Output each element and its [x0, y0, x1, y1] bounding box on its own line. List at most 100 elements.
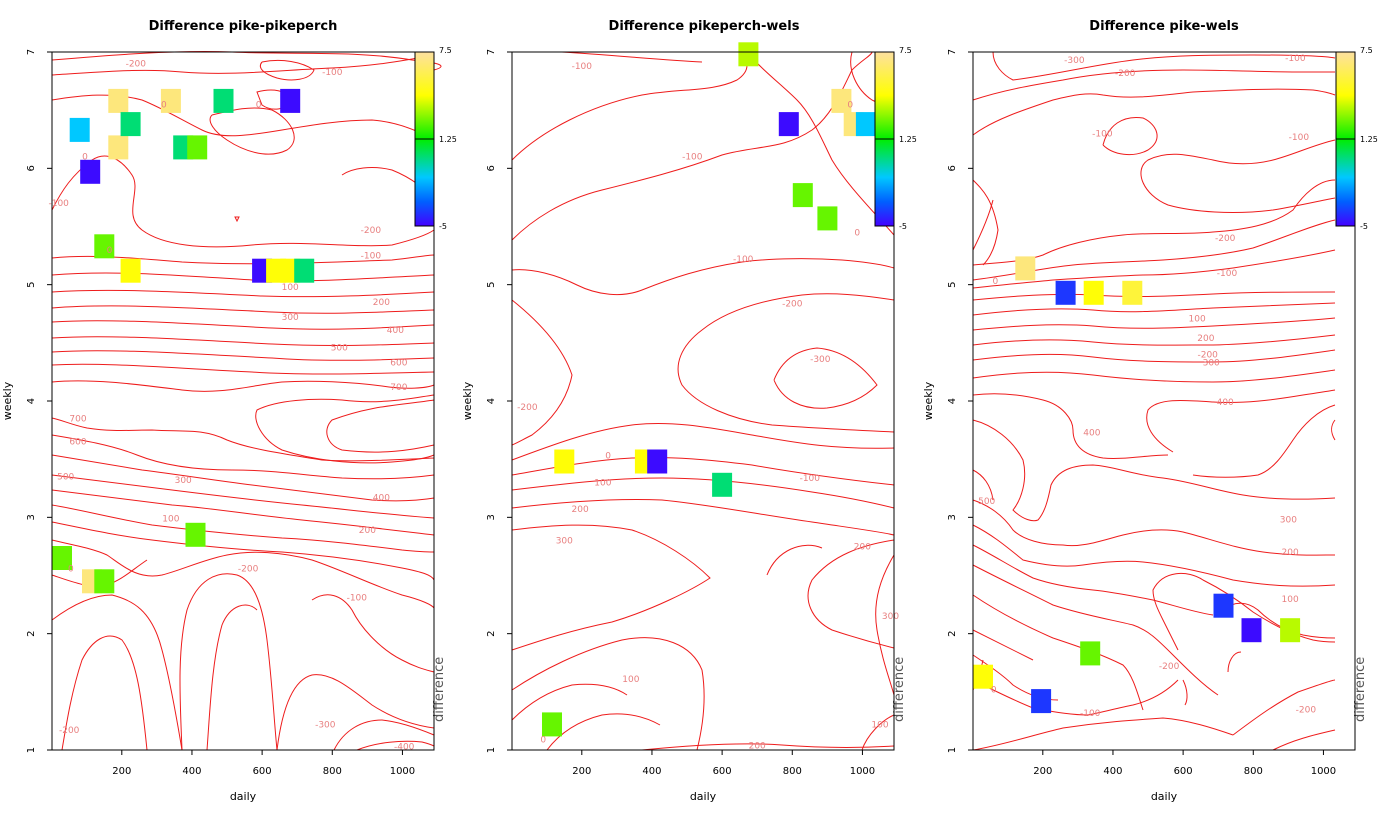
contour-label-9: -100: [800, 474, 821, 484]
contour-label-5: -200: [1197, 351, 1218, 361]
x-tick-label-3: 800: [783, 766, 802, 777]
contour-label-12: 300: [556, 537, 573, 547]
contour-label-25: -100: [347, 594, 368, 604]
contour-lines: [511, 51, 895, 751]
contour-label-2: -100: [682, 153, 703, 163]
contour-label-5: -100: [48, 199, 69, 209]
contour-label-1: 0: [847, 100, 853, 110]
contour-label-13: 400: [1083, 428, 1100, 438]
x-tick-label-0: 200: [1033, 766, 1052, 777]
heatmap-cell-11: [120, 258, 141, 283]
contour-label-26: -200: [59, 726, 80, 736]
contour-labels: -100 0 -100 0 -100 -200 -300 -200 0 -100 100 200 300…: [517, 62, 899, 751]
heatmap-cell-9: [280, 88, 301, 113]
y-tick-label-1: 2: [947, 630, 958, 636]
contour-labels: -200 -100 0 0 0 -100 0 -200 -100 100 200 300 400 500 6…: [48, 60, 414, 753]
colorbar: 7.5 1.25 -5 difference: [874, 46, 917, 722]
colorbar-tick-min: -5: [899, 222, 907, 231]
x-tick-label-0: 200: [112, 766, 131, 777]
contour-label-10: 200: [373, 298, 390, 308]
heatmap-cell-9: [647, 449, 668, 474]
heatmap-cell-11: [542, 712, 562, 737]
heatmap-cell-0: [1015, 256, 1036, 281]
y-tick-label-6: 7: [486, 49, 497, 55]
heatmap-cell-1: [831, 88, 852, 113]
x-tick-label-4: 1000: [390, 766, 415, 777]
x-tick-label-1: 400: [642, 766, 661, 777]
contour-label-1: -200: [1115, 69, 1136, 79]
heatmap-cell-10: [94, 234, 115, 259]
contour-label-11: 200: [572, 505, 589, 515]
contour-label-5: -200: [782, 299, 803, 309]
y-tick-label-3: 4: [486, 398, 497, 404]
colorbar-tick-max: 7.5: [439, 46, 452, 55]
x-tick-label-4: 1000: [850, 766, 875, 777]
contour-label-0: -300: [1064, 56, 1085, 66]
colorbar: 7.5 1.25 -5 difference: [1335, 46, 1378, 722]
colorbar-tick-mid: 1.25: [1360, 135, 1378, 144]
heatmap-cell-3: [855, 112, 876, 137]
colorbar-tick-mid: 1.25: [439, 135, 457, 144]
contour-label-20: -100: [1080, 709, 1101, 719]
contour-label-14: 600: [390, 359, 407, 369]
contour-label-1: -100: [322, 68, 343, 78]
contour-label-17: 100: [1282, 595, 1299, 605]
y-tick-label-5: 6: [486, 165, 497, 171]
colorbar-tick-min: -5: [1360, 222, 1368, 231]
contour-label-12: 400: [387, 326, 404, 336]
y-tick-label-0: 1: [26, 747, 37, 753]
contour-label-4: 0: [82, 153, 88, 163]
contour-label-3: 0: [854, 228, 860, 238]
contour-label-7: -100: [1217, 269, 1238, 279]
contour-label-16: 200: [1282, 548, 1299, 558]
contour-labels: -300 -200 -100 -100 -100 -200 -200 -100 0 100 200 3…: [978, 54, 1316, 719]
heatmap-cell-6: [1280, 618, 1301, 643]
contour-label-12: 400: [1217, 398, 1234, 408]
contour-label-10: 200: [1197, 334, 1214, 344]
contour-label-21: -200: [1296, 705, 1317, 715]
y-tick-label-0: 1: [486, 747, 497, 753]
contour-label-20: 400: [373, 494, 390, 504]
x-tick-label-1: 400: [182, 766, 201, 777]
heatmap-cell-1: [80, 159, 101, 184]
plot-frame: [511, 51, 895, 751]
contour-label-19: 0: [991, 686, 997, 696]
panel-title: Difference pike-wels: [1089, 19, 1239, 34]
contour-label-8: -100: [361, 252, 382, 262]
heatmap-cell-10: [712, 472, 733, 497]
heatmap-cells: [52, 88, 315, 594]
contour-label-0: -100: [572, 62, 593, 72]
panel-pikeperch-wels: Difference pikeperch-wels -: [461, 19, 917, 803]
colorbar-tick-max: 7.5: [899, 46, 912, 55]
panel-title: Difference pike-pikeperch: [149, 19, 338, 34]
y-tick-label-4: 5: [947, 281, 958, 287]
contour-label-7: -200: [361, 226, 382, 236]
contour-label-13: 200: [854, 542, 871, 552]
contour-label-24: -200: [238, 565, 259, 575]
contour-label-6: -300: [810, 355, 831, 365]
y-tick-label-1: 2: [26, 630, 37, 636]
colorbar-label: difference: [1353, 657, 1368, 722]
y-tick-label-3: 4: [26, 398, 37, 404]
x-tick-label-4: 1000: [1311, 766, 1336, 777]
contour-label-4: -100: [1289, 133, 1310, 143]
heatmap-cell-3: [108, 135, 129, 160]
contour-label-11: 300: [282, 313, 299, 323]
contour-label-8: 0: [993, 277, 999, 287]
contour-label-16: 100: [871, 720, 888, 730]
contour-label-9: 100: [1189, 314, 1206, 324]
colorbar-label: difference: [432, 657, 447, 722]
contour-lines: [972, 51, 1336, 751]
y-axis-label: weekly: [922, 381, 935, 420]
x-tick-label-2: 600: [1174, 766, 1193, 777]
y-tick-label-1: 2: [486, 630, 497, 636]
plot-frame: [972, 51, 1356, 751]
colorbar-tick-mid: 1.25: [899, 135, 917, 144]
y-tick-label-2: 3: [486, 514, 497, 520]
contour-label-2: 0: [161, 100, 167, 110]
contour-label-10: 100: [594, 478, 611, 488]
x-axis-label: daily: [1151, 790, 1178, 803]
contour-label-16: 700: [69, 414, 86, 424]
contour-label-6: -200: [1215, 234, 1236, 244]
